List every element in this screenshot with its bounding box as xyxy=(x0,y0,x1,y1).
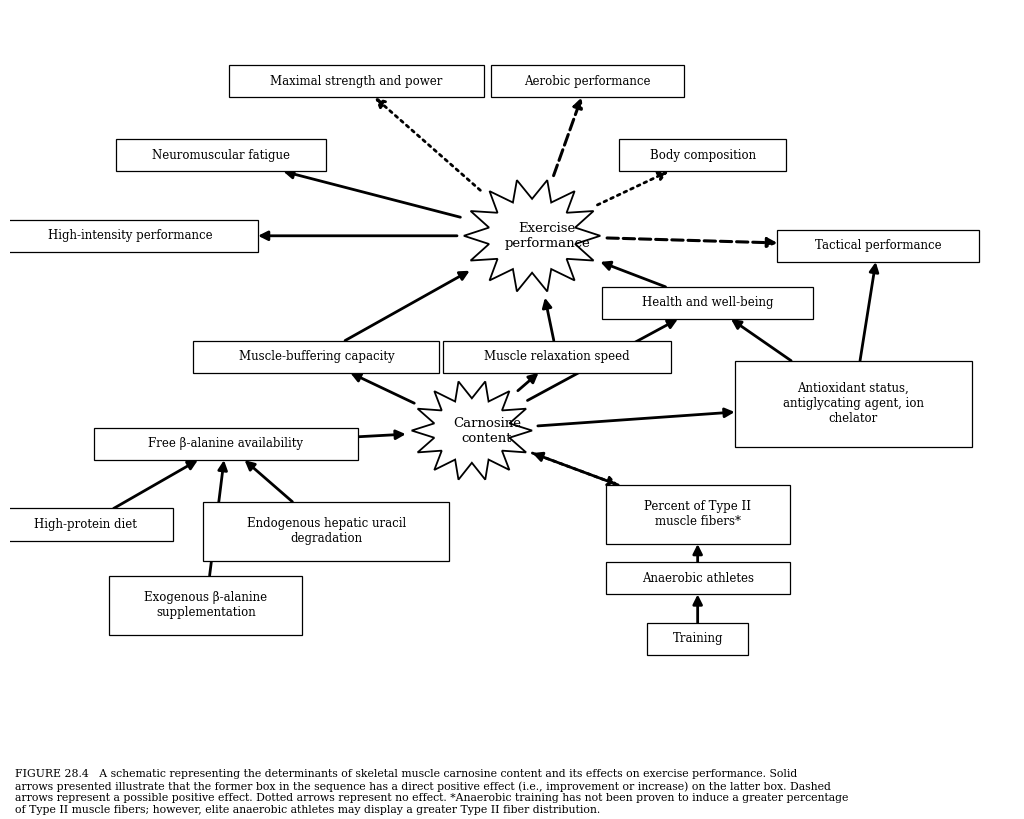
FancyBboxPatch shape xyxy=(110,576,302,635)
Text: Endogenous hepatic uracil
degradation: Endogenous hepatic uracil degradation xyxy=(247,518,406,545)
Text: Muscle relaxation speed: Muscle relaxation speed xyxy=(484,351,630,363)
Text: FIGURE 28.4   A schematic representing the determinants of skeletal muscle carno: FIGURE 28.4 A schematic representing the… xyxy=(15,769,849,815)
FancyBboxPatch shape xyxy=(734,360,972,446)
Text: Exogenous β-alanine
supplementation: Exogenous β-alanine supplementation xyxy=(144,591,267,619)
FancyBboxPatch shape xyxy=(204,502,450,561)
Text: Percent of Type II
muscle fibers*: Percent of Type II muscle fibers* xyxy=(644,500,752,528)
Text: High-protein diet: High-protein diet xyxy=(34,518,137,531)
FancyBboxPatch shape xyxy=(647,622,748,655)
FancyBboxPatch shape xyxy=(3,219,258,252)
FancyBboxPatch shape xyxy=(777,230,979,262)
FancyBboxPatch shape xyxy=(94,428,357,460)
FancyBboxPatch shape xyxy=(490,66,684,97)
Text: Free β-alanine availability: Free β-alanine availability xyxy=(148,437,303,450)
FancyBboxPatch shape xyxy=(605,562,790,595)
Text: Maximal strength and power: Maximal strength and power xyxy=(270,75,442,88)
FancyBboxPatch shape xyxy=(0,509,173,541)
Polygon shape xyxy=(464,180,600,292)
Text: Carnosine
content: Carnosine content xyxy=(453,417,521,445)
FancyBboxPatch shape xyxy=(229,66,483,97)
Text: Exercise
performance: Exercise performance xyxy=(504,222,590,250)
Text: Neuromuscular fatigue: Neuromuscular fatigue xyxy=(152,149,290,161)
FancyBboxPatch shape xyxy=(194,341,439,373)
Text: Aerobic performance: Aerobic performance xyxy=(524,75,650,88)
Text: Antioxidant status,
antiglycating agent, ion
chelator: Antioxidant status, antiglycating agent,… xyxy=(782,382,924,425)
FancyBboxPatch shape xyxy=(602,287,813,319)
Text: Anaerobic athletes: Anaerobic athletes xyxy=(642,572,754,585)
FancyBboxPatch shape xyxy=(605,485,790,544)
Text: Body composition: Body composition xyxy=(649,149,756,161)
Text: Tactical performance: Tactical performance xyxy=(815,239,942,252)
FancyBboxPatch shape xyxy=(116,139,327,171)
Text: High-intensity performance: High-intensity performance xyxy=(48,229,213,242)
FancyBboxPatch shape xyxy=(620,139,785,171)
Polygon shape xyxy=(412,382,532,480)
Text: Training: Training xyxy=(673,632,723,645)
FancyBboxPatch shape xyxy=(443,341,672,373)
Text: Muscle-buffering capacity: Muscle-buffering capacity xyxy=(239,351,394,363)
Text: Health and well-being: Health and well-being xyxy=(642,296,773,310)
